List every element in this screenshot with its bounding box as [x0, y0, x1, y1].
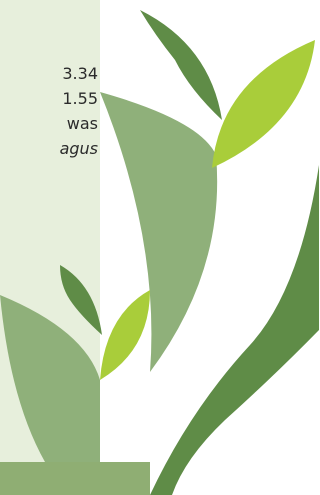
decoration: [0, 0, 319, 495]
leaf: [100, 290, 150, 380]
text-line: 3.34: [62, 64, 98, 83]
leaf: [140, 10, 222, 120]
page: 3.34 1.55 was agus (() => { const data =…: [0, 0, 319, 495]
text-line: 1.55: [62, 89, 98, 108]
text-line: agus: [60, 139, 98, 158]
bottom-band: [0, 462, 150, 495]
leaf: [212, 40, 315, 168]
text-line: was: [67, 114, 98, 133]
